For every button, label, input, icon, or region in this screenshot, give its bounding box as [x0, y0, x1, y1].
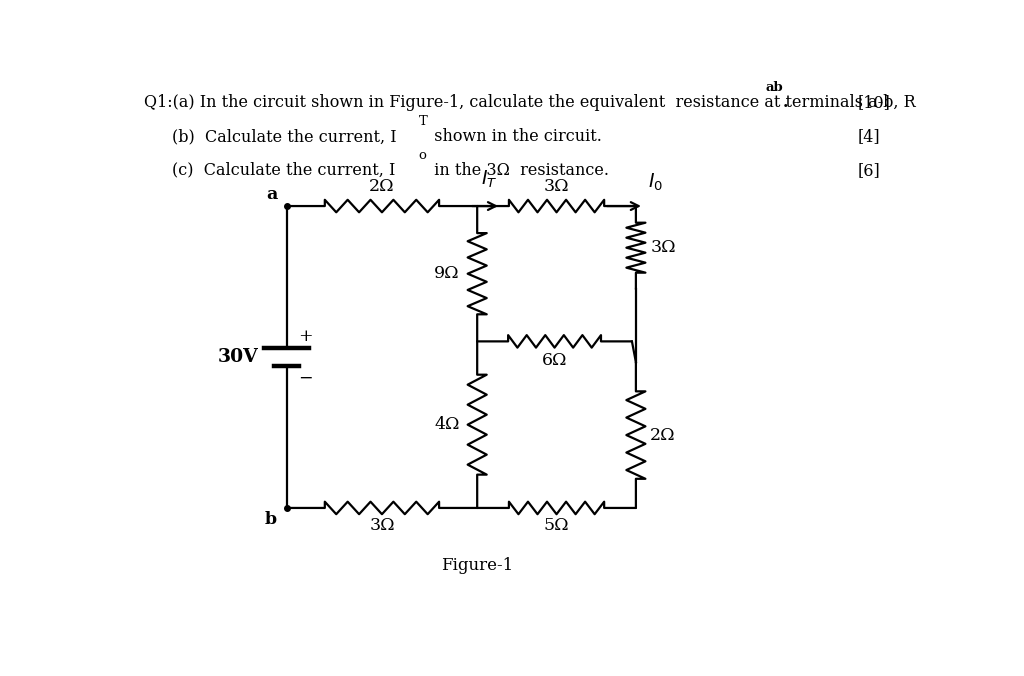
Text: Figure-1: Figure-1 — [441, 557, 513, 574]
Text: 9Ω: 9Ω — [434, 265, 460, 282]
Text: .: . — [782, 94, 788, 111]
Text: Q1:(a) In the circuit shown in Figure-1, calculate the equivalent  resistance at: Q1:(a) In the circuit shown in Figure-1,… — [143, 94, 915, 111]
Text: (c)  Calculate the current, I: (c) Calculate the current, I — [172, 162, 395, 178]
Text: [10]: [10] — [858, 94, 891, 111]
Text: $I_T$: $I_T$ — [481, 169, 498, 191]
Text: shown in the circuit.: shown in the circuit. — [424, 128, 602, 145]
Text: o: o — [419, 149, 426, 162]
Text: 2Ω: 2Ω — [370, 178, 394, 195]
Text: in the 3Ω  resistance.: in the 3Ω resistance. — [424, 162, 609, 178]
Text: $I_0$: $I_0$ — [648, 172, 663, 193]
Text: T: T — [419, 115, 427, 128]
Text: b: b — [265, 510, 278, 527]
Text: (b)  Calculate the current, I: (b) Calculate the current, I — [172, 128, 396, 145]
Text: 3Ω: 3Ω — [370, 517, 394, 534]
Text: −: − — [299, 369, 313, 386]
Text: 3Ω: 3Ω — [544, 178, 569, 195]
Text: 30V: 30V — [218, 348, 259, 366]
Text: 4Ω: 4Ω — [434, 416, 460, 433]
Text: [4]: [4] — [858, 128, 881, 145]
Text: 3Ω: 3Ω — [650, 239, 676, 256]
Text: 2Ω: 2Ω — [650, 427, 676, 443]
Text: 5Ω: 5Ω — [544, 517, 569, 534]
Text: +: + — [299, 328, 313, 345]
Text: 6Ω: 6Ω — [542, 352, 567, 369]
Text: a: a — [266, 187, 278, 203]
Text: [6]: [6] — [858, 162, 881, 178]
Text: ab: ab — [765, 81, 783, 94]
